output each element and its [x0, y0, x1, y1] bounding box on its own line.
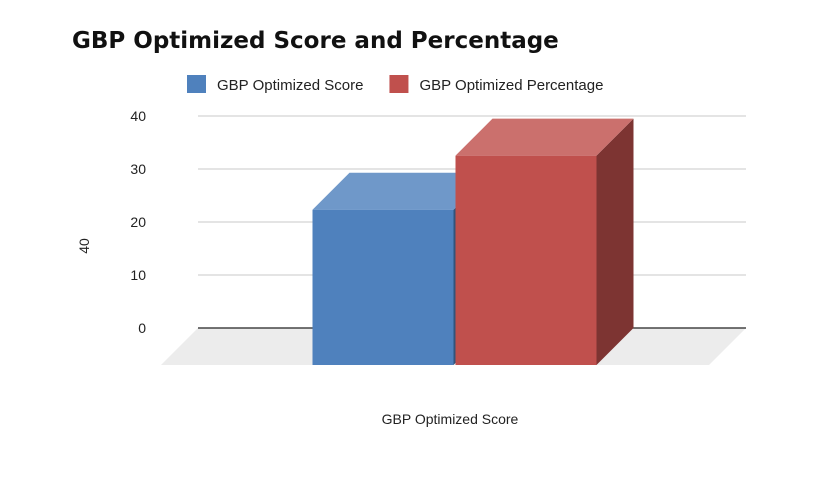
bar-gbp-optimized-percentage	[455, 118, 634, 366]
bar-top-face	[455, 118, 634, 156]
y-tick-label: 30	[130, 161, 146, 177]
y-tick-label: 0	[138, 320, 146, 336]
legend-item: GBP Optimized Score	[187, 75, 363, 94]
bar-side-face	[596, 118, 634, 366]
bar-front-face	[312, 209, 454, 365]
y-tick-label: 20	[130, 214, 146, 230]
legend-label: GBP Optimized Percentage	[419, 77, 603, 94]
bar-top-face	[312, 172, 491, 210]
legend-swatch	[187, 75, 206, 93]
bars	[312, 118, 634, 366]
y-tick-label: 10	[130, 267, 146, 283]
bar-front-face	[455, 155, 597, 365]
chart-title: GBP Optimized Score and Percentage	[72, 28, 559, 54]
y-axis-ticks: 0 10 20 30 40	[130, 108, 146, 336]
x-axis-label: GBP Optimized Score	[382, 411, 519, 427]
legend: GBP Optimized Score GBP Optimized Percent…	[187, 75, 603, 94]
y-tick-label: 40	[130, 108, 146, 124]
y-axis-label: 40	[76, 238, 92, 254]
legend-item: GBP Optimized Percentage	[389, 75, 603, 94]
legend-label: GBP Optimized Score	[217, 77, 363, 94]
legend-swatch	[389, 75, 409, 93]
